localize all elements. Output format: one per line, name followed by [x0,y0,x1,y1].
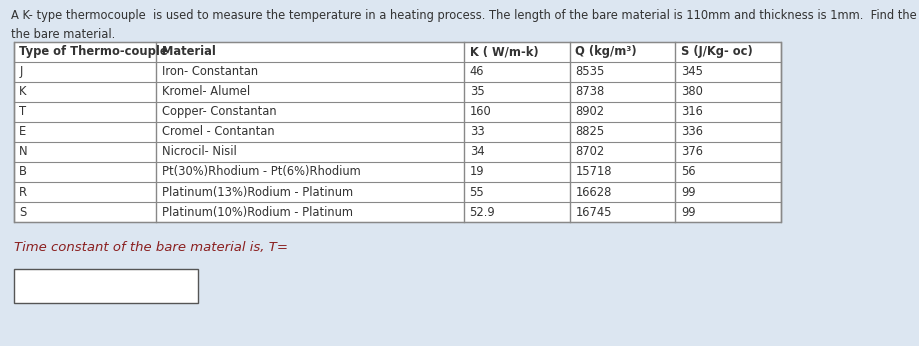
Text: 99: 99 [681,185,696,199]
Text: S (J/Kg- oc): S (J/Kg- oc) [681,45,753,58]
Text: 52.9: 52.9 [470,206,495,219]
Bar [14,42,781,222]
Text: 8535: 8535 [575,65,605,78]
Text: 15718: 15718 [575,165,612,179]
Text: 19: 19 [470,165,484,179]
Text: 316: 316 [681,105,703,118]
Text: R: R [19,185,28,199]
Text: A K- type thermocouple  is used to measure the temperature in a heating process.: A K- type thermocouple is used to measur… [11,9,919,40]
Text: 8738: 8738 [575,85,605,98]
Text: K: K [19,85,27,98]
Text: Q (kg/m³): Q (kg/m³) [575,45,637,58]
Text: Kromel- Alumel: Kromel- Alumel [162,85,250,98]
Text: 8902: 8902 [575,105,605,118]
Text: Nicrocil- Nisil: Nicrocil- Nisil [162,145,236,158]
Text: 99: 99 [681,206,696,219]
Text: Cromel - Contantan: Cromel - Contantan [162,125,275,138]
Text: 35: 35 [470,85,484,98]
Text: T: T [19,105,27,118]
Text: 345: 345 [681,65,703,78]
Text: 336: 336 [681,125,703,138]
Text: J: J [19,65,23,78]
Text: 55: 55 [470,185,484,199]
Text: N: N [19,145,28,158]
Text: 8825: 8825 [575,125,605,138]
Text: 8702: 8702 [575,145,605,158]
Text: E: E [19,125,27,138]
Text: K ( W/m-k): K ( W/m-k) [470,45,539,58]
Text: Type of Thermo-couple: Type of Thermo-couple [19,45,168,58]
Text: 33: 33 [470,125,484,138]
Text: 376: 376 [681,145,703,158]
Bar [14,269,198,303]
Text: Platinum(10%)Rodium - Platinum: Platinum(10%)Rodium - Platinum [162,206,353,219]
Text: Pt(30%)Rhodium - Pt(6%)Rhodium: Pt(30%)Rhodium - Pt(6%)Rhodium [162,165,360,179]
Text: 16745: 16745 [575,206,612,219]
Text: Iron- Constantan: Iron- Constantan [162,65,258,78]
Text: Platinum(13%)Rodium - Platinum: Platinum(13%)Rodium - Platinum [162,185,353,199]
Text: 16628: 16628 [575,185,612,199]
Text: Time constant of the bare material is, T=: Time constant of the bare material is, T… [14,241,288,254]
Text: Copper- Constantan: Copper- Constantan [162,105,277,118]
Text: 56: 56 [681,165,696,179]
Text: 34: 34 [470,145,484,158]
Text: 160: 160 [470,105,492,118]
Text: Material: Material [162,45,216,58]
Text: 46: 46 [470,65,484,78]
Text: 380: 380 [681,85,703,98]
Text: B: B [19,165,28,179]
Text: S: S [19,206,27,219]
